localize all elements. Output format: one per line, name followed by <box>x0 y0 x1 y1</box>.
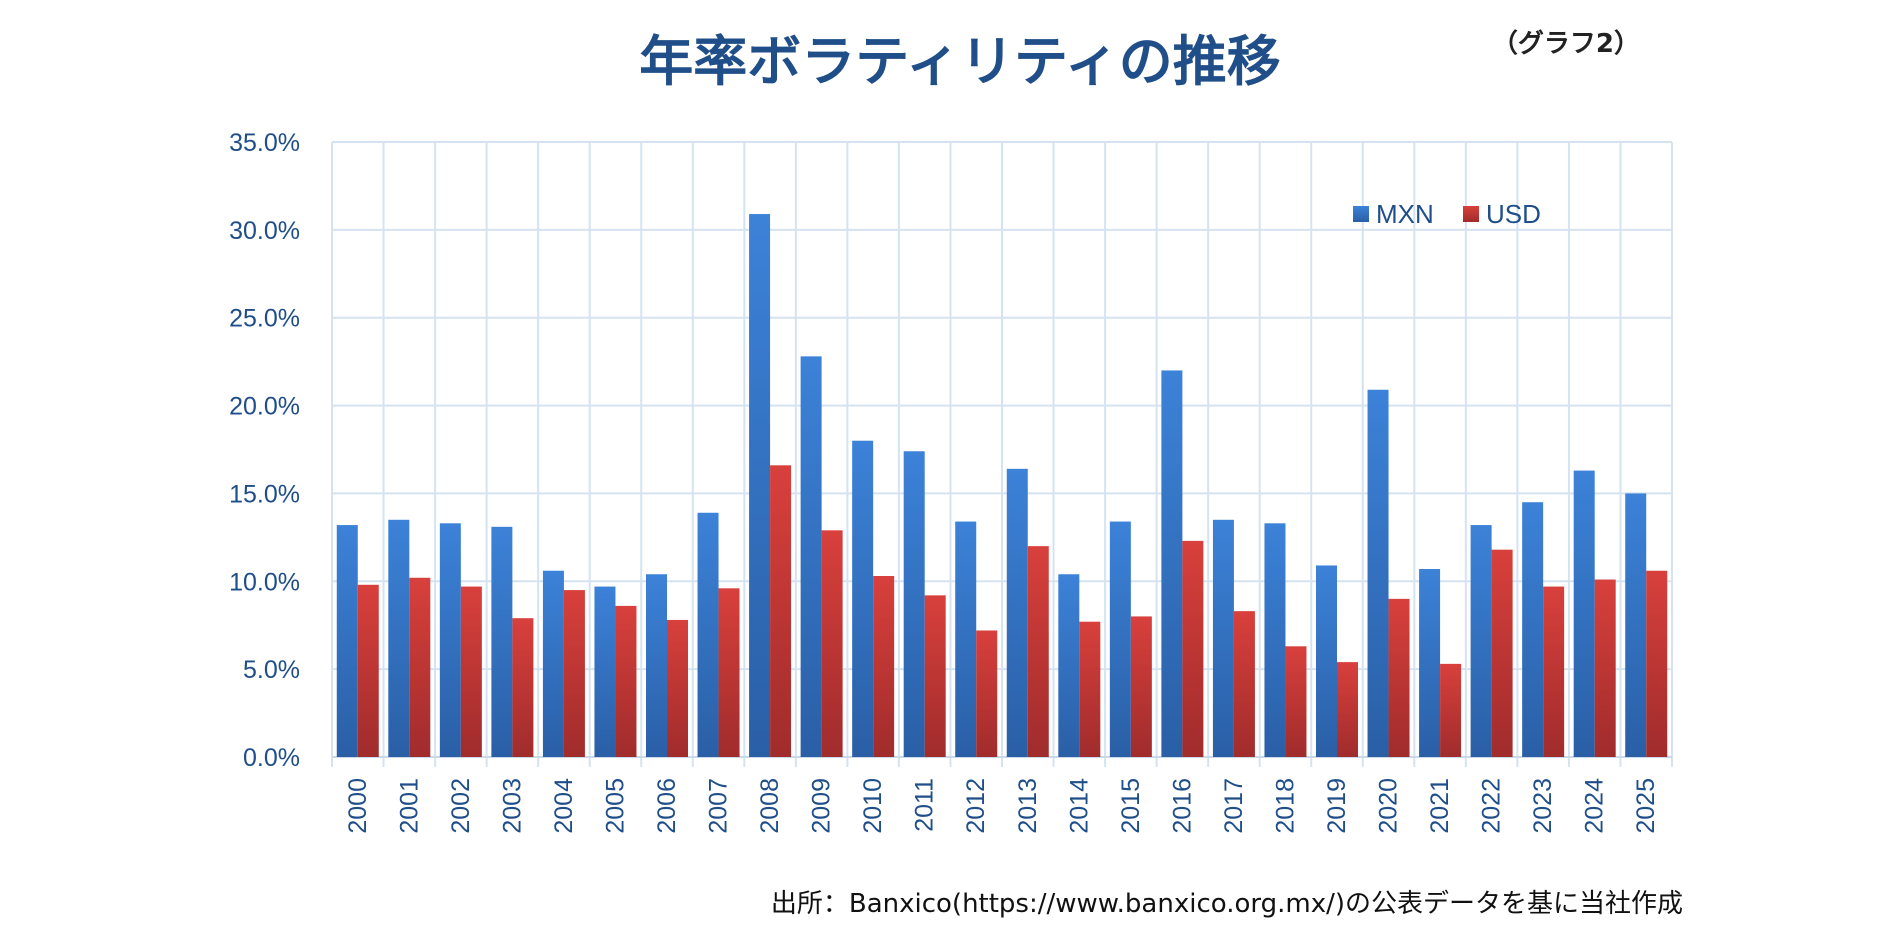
x-axis-ticks: 2000 2001 2002 2003 2004 2005 2006 2007 2008 2009… <box>344 778 1660 834</box>
x-tick-label: 2005 <box>601 778 629 834</box>
bar-usd-2003 <box>512 618 534 757</box>
bar-mxn-2020 <box>1367 389 1389 757</box>
bar-mxn-2008 <box>749 214 771 758</box>
x-tick-label: 2016 <box>1168 778 1196 834</box>
y-tick-label: 30.0% <box>229 217 300 245</box>
bar-mxn-2016 <box>1161 370 1183 757</box>
bar-mxn-2019 <box>1316 565 1337 757</box>
bar-mxn-2000 <box>336 525 358 757</box>
bar-usd-2023 <box>1543 586 1565 757</box>
bar-usd-2019 <box>1337 662 1358 757</box>
x-tick-label: 2022 <box>1478 778 1506 834</box>
bar-mxn-2025 <box>1625 493 1647 757</box>
source-note: 出所：Banxico(https://www.banxico.org.mx/)の… <box>771 889 1683 919</box>
bar-usd-2012 <box>976 630 998 757</box>
bar-usd-2009 <box>821 530 843 757</box>
y-tick-label: 35.0% <box>229 129 300 157</box>
x-tick-label: 2014 <box>1065 778 1093 834</box>
y-tick-label: 20.0% <box>229 393 300 421</box>
x-tick-label: 2002 <box>447 778 475 834</box>
legend-label-usd: USD <box>1486 199 1541 229</box>
bar-usd-2006 <box>667 619 688 757</box>
bar-mxn-2005 <box>594 586 616 757</box>
chart-title: 年率ボラティリティの推移 <box>639 30 1281 93</box>
bar-mxn-2018 <box>1264 523 1286 757</box>
bar-usd-2002 <box>460 586 482 757</box>
bar-mxn-2013 <box>1006 468 1028 757</box>
bar-usd-2001 <box>409 577 431 757</box>
bar-usd-2010 <box>873 576 895 757</box>
bar-mxn-2014 <box>1058 574 1080 757</box>
bar-mxn-2021 <box>1419 568 1441 757</box>
bar-mxn-2015 <box>1109 521 1131 757</box>
bar-usd-2015 <box>1130 616 1152 757</box>
legend-label-mxn: MXN <box>1376 199 1434 229</box>
y-tick-label: 25.0% <box>229 305 300 333</box>
x-tick-label: 2004 <box>550 778 578 834</box>
bar-mxn-2004 <box>542 570 564 757</box>
x-tick-label: 2011 <box>911 778 939 832</box>
x-tick-label: 2025 <box>1632 778 1660 834</box>
x-tick-label: 2000 <box>344 778 372 834</box>
x-tick-label: 2013 <box>1014 778 1042 834</box>
graph-number-label: （グラフ2） <box>1492 29 1640 59</box>
x-tick-label: 2010 <box>859 778 887 834</box>
bar-usd-2007 <box>718 588 740 757</box>
x-tick-label: 2006 <box>653 778 681 834</box>
bar-mxn-2022 <box>1470 525 1492 757</box>
bar-mxn-2011 <box>903 451 925 757</box>
x-tick-label: 2024 <box>1581 778 1609 834</box>
y-tick-label: 15.0% <box>229 480 300 508</box>
bar-mxn-2010 <box>852 440 874 757</box>
x-tick-label: 2008 <box>756 778 784 834</box>
bar-mxn-2017 <box>1212 519 1234 757</box>
bar-mxn-2012 <box>955 521 977 757</box>
x-tick-label: 2009 <box>808 778 836 834</box>
bar-usd-2020 <box>1388 598 1410 757</box>
grid-lines <box>331 141 1673 767</box>
bar-usd-2022 <box>1491 549 1513 757</box>
bar-usd-2000 <box>357 584 379 757</box>
x-tick-label: 2020 <box>1375 778 1403 834</box>
bar-usd-2014 <box>1079 621 1101 757</box>
y-axis-ticks: 0.0% 5.0% 10.0% 15.0% 20.0% 25.0% 30.0% 35.0% <box>229 129 300 772</box>
bar-usd-2017 <box>1233 611 1255 757</box>
x-tick-label: 2019 <box>1323 778 1351 834</box>
bar-mxn-2009 <box>800 356 822 757</box>
x-tick-label: 2015 <box>1117 778 1145 834</box>
x-tick-label: 2012 <box>962 778 990 834</box>
bar-mxn-2003 <box>491 526 513 757</box>
bar-mxn-2002 <box>439 523 461 757</box>
bar-mxn-2024 <box>1573 470 1595 757</box>
legend-swatch-mxn <box>1353 206 1369 222</box>
bar-mxn-2006 <box>646 574 667 757</box>
bar-usd-2021 <box>1440 663 1462 757</box>
bar-usd-2004 <box>563 590 585 757</box>
x-tick-label: 2021 <box>1426 778 1454 834</box>
x-tick-label: 2007 <box>705 778 733 834</box>
bars <box>336 214 1668 758</box>
bar-usd-2025 <box>1646 570 1668 757</box>
bar-usd-2013 <box>1027 546 1049 757</box>
bar-usd-2005 <box>615 605 637 757</box>
y-tick-label: 0.0% <box>243 744 300 772</box>
bar-mxn-2023 <box>1522 502 1544 757</box>
x-tick-label: 2023 <box>1529 778 1557 834</box>
y-tick-label: 5.0% <box>243 656 300 684</box>
y-tick-label: 10.0% <box>229 568 300 596</box>
bar-usd-2011 <box>924 595 946 757</box>
bar-usd-2016 <box>1182 540 1204 757</box>
x-tick-label: 2003 <box>498 778 526 834</box>
bar-mxn-2007 <box>697 512 719 757</box>
x-tick-label: 2018 <box>1271 778 1299 834</box>
legend-swatch-usd <box>1463 206 1479 222</box>
bar-usd-2024 <box>1594 579 1616 757</box>
legend: MXN USD <box>1353 199 1541 229</box>
bar-mxn-2001 <box>388 519 410 757</box>
bar-usd-2008 <box>770 465 792 757</box>
bar-usd-2018 <box>1285 646 1307 757</box>
x-tick-label: 2017 <box>1220 778 1248 834</box>
x-tick-label: 2001 <box>395 778 423 834</box>
